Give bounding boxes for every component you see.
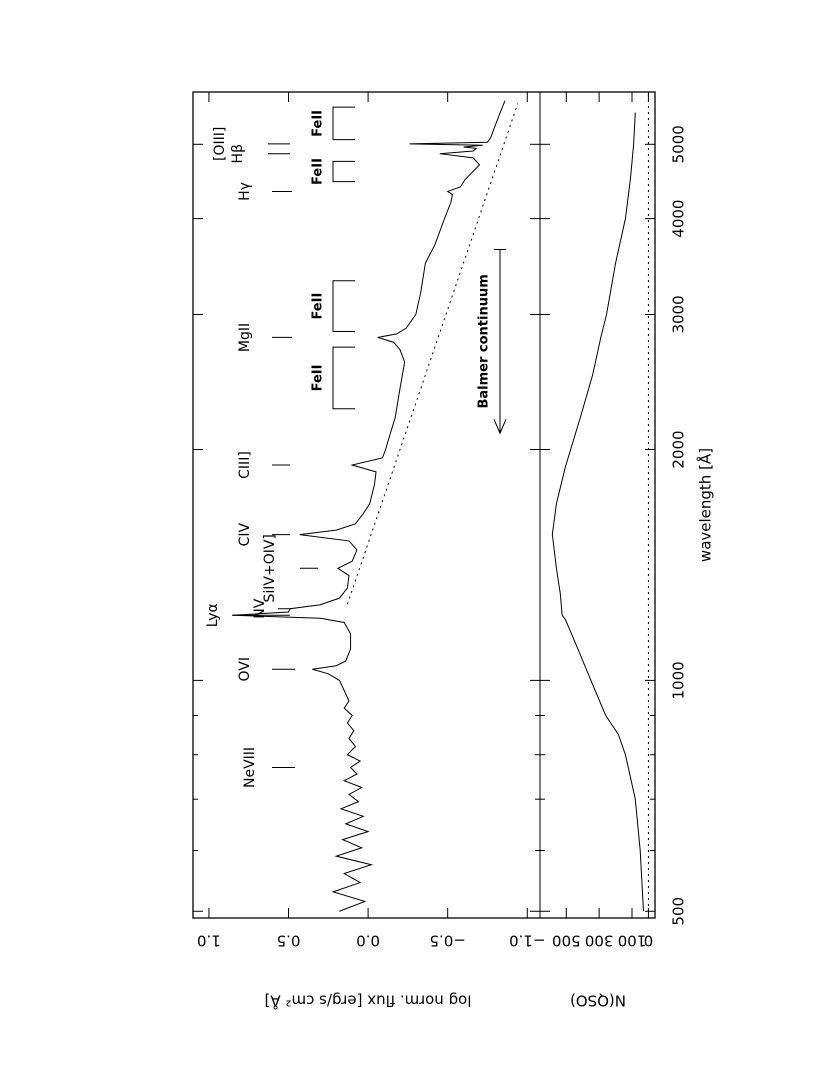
feii-label: FeII (311, 365, 326, 392)
feii-bracket (332, 106, 355, 141)
y-tick-label: 100 (618, 932, 647, 950)
y-tick-label: 1.0 (197, 932, 221, 950)
balmer-label: Balmer continuum (477, 274, 492, 408)
feii-bracket (332, 280, 355, 333)
line-label: [OIII] (212, 127, 228, 161)
x-tick-label: 500 (670, 897, 688, 926)
x-tick-label: 2000 (670, 430, 688, 468)
x-axis-label: wavelength [Å] (696, 448, 715, 562)
line-label: Hβ (230, 144, 246, 163)
y-tick-label: 500 (552, 932, 581, 950)
balmer-arrow (493, 248, 507, 435)
line-label: Lyα (205, 603, 221, 627)
y-tick-label: −0.5 (429, 932, 465, 950)
feii-bracket (332, 160, 355, 183)
frame (192, 91, 656, 919)
y-tick-label: 0.0 (356, 932, 380, 950)
line-label: CIII] (237, 451, 253, 479)
feii-label: FeII (311, 293, 326, 320)
line-label: NeVIII (242, 747, 258, 788)
y-tick-label: 0.5 (277, 932, 301, 950)
feii-label: FeII (311, 158, 326, 185)
line-label: SiIV+OIV] (262, 534, 278, 602)
line-label: CIV (237, 522, 253, 546)
y-axis-label: N(QSO) (570, 992, 626, 1010)
feii-bracket (332, 346, 355, 410)
x-tick-label: 1000 (670, 661, 688, 699)
y-tick-label: 0 (644, 932, 654, 950)
x-tick-label: 5000 (670, 125, 688, 163)
spectrum-line (232, 100, 506, 912)
x-tick-label: 4000 (670, 200, 688, 238)
line-label: OVI (237, 657, 253, 681)
y-tick-label: 300 (585, 932, 614, 950)
spectrum-line (551, 112, 644, 912)
continuum-line (346, 103, 519, 605)
feii-label: FeII (311, 110, 326, 137)
plot-area: log norm. flux [erg/s cm² Å] N(QSO) wave… (192, 91, 715, 1011)
y-axis-label: log norm. flux [erg/s cm² Å] (265, 992, 472, 1011)
y-tick-label: −1.0 (509, 932, 545, 950)
x-tick-label: 3000 (670, 295, 688, 333)
line-label: MgII (237, 323, 253, 352)
line-label: NV (252, 598, 268, 618)
line-label: Hγ (237, 182, 253, 201)
